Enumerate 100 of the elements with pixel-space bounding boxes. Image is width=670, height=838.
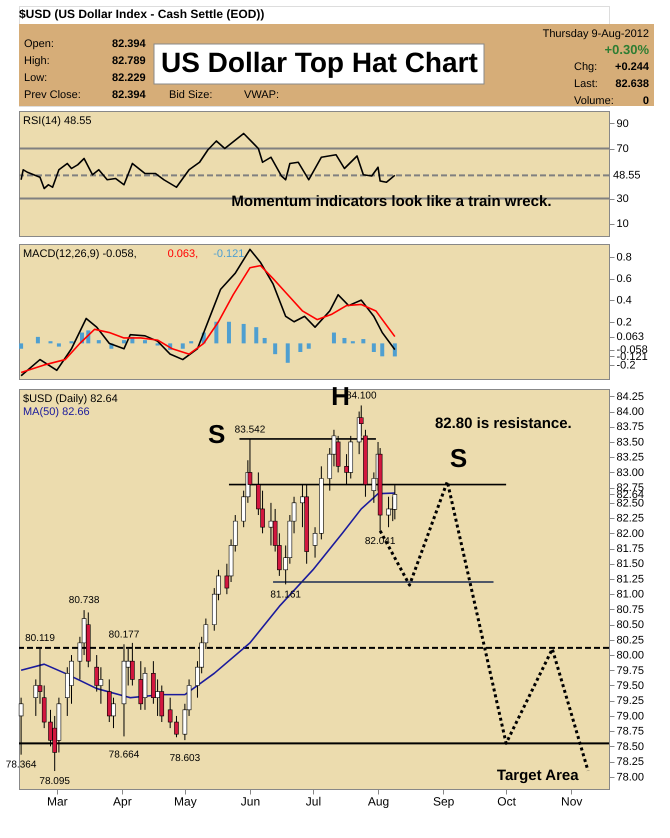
y-tick-label: 78.50 [616, 740, 644, 753]
bar [56, 343, 61, 347]
bar [286, 343, 290, 363]
text: 0.063, [168, 248, 198, 260]
text: 82.638 [615, 78, 649, 90]
y-tick-label: 81.50 [616, 558, 644, 570]
annotation: 78.664 [108, 749, 140, 760]
y-tick-label: 0.2 [616, 316, 632, 328]
text: Last: [574, 78, 598, 90]
y-tick-label: 83.75 [616, 421, 644, 434]
y-tick-label: 80.00 [616, 650, 644, 662]
annotation: Momentum indicators look like a train wreck. [231, 193, 552, 210]
text: Thursday 9-Aug-2012 [542, 28, 649, 40]
y-tick-label: 83.25 [616, 452, 644, 464]
y-tick-label: 82.50 [616, 497, 644, 510]
bar [180, 343, 185, 349]
text: -0.121 [213, 248, 244, 260]
text: 82.394 [112, 89, 147, 101]
annotation: S [208, 419, 226, 449]
annotation: 82.041 [364, 536, 396, 547]
text: 82.229 [112, 72, 146, 84]
y-tick-label: 0.6 [616, 273, 632, 286]
bar [332, 332, 336, 344]
y-tick-label: 84.00 [616, 406, 644, 418]
bar [342, 338, 346, 344]
y-tick-label: -0.2 [616, 359, 636, 372]
bar [372, 343, 376, 352]
y-tick-label: 78.25 [616, 756, 644, 768]
y-tick-label: 90 [616, 118, 629, 130]
text: 0 [642, 95, 649, 107]
text: +0.244 [615, 61, 650, 73]
annotation: 80.177 [108, 629, 140, 640]
annotation: H [331, 381, 350, 411]
bar [361, 339, 366, 344]
bar [298, 343, 302, 352]
text: Chg: [574, 61, 598, 73]
bar [392, 343, 397, 356]
line-series [20, 264, 396, 374]
text: Prev Close: [24, 89, 81, 101]
bar [242, 324, 246, 344]
y-tick-label: 78.75 [616, 726, 644, 738]
bar [254, 327, 258, 344]
x-tick-label: Jul [306, 794, 322, 808]
text: MA(50) 82.66 [23, 406, 90, 418]
text: Open: [24, 38, 54, 50]
y-tick-label: 83.50 [616, 436, 644, 448]
bar [273, 343, 278, 354]
x-tick-label: Oct [497, 794, 517, 808]
x-tick-label: Nov [561, 794, 582, 808]
y-tick-label: 82.00 [616, 528, 644, 540]
candlestick [98, 666, 104, 704]
bar [19, 343, 24, 349]
chart-title: RSI(14) 48.55 [23, 115, 92, 127]
candlestick [386, 496, 391, 528]
text: US Dollar Top Hat Chart [161, 47, 478, 78]
y-tick-label: 82.25 [616, 512, 644, 525]
bar [380, 343, 384, 356]
annotation: 78.364 [6, 760, 37, 771]
line-series [20, 248, 396, 377]
text: Volume: [574, 95, 614, 107]
x-tick-label: May [174, 794, 197, 808]
x-tick-label: Jun [240, 794, 260, 808]
text: VWAP: [244, 89, 280, 101]
chart-title: $USD (Daily) 82.64 [23, 393, 118, 405]
x-tick-label: Sep [432, 794, 455, 808]
bar [262, 338, 267, 344]
bar [142, 340, 147, 344]
bar [226, 322, 231, 344]
text: +0.30% [604, 42, 650, 57]
annotation: 80.119 [25, 632, 56, 644]
y-tick-label: 0.4 [616, 294, 632, 307]
annotation: Target Area [496, 767, 580, 784]
y-tick-label: 0.063 [616, 331, 644, 344]
y-tick-label: 79.75 [616, 664, 644, 677]
y-tick-label: 83.00 [616, 466, 644, 479]
text: 82.789 [112, 55, 146, 67]
text: Low: [24, 72, 48, 84]
bar [96, 340, 101, 344]
y-tick-label: 80.50 [616, 619, 644, 632]
text: 82.394 [112, 38, 147, 50]
text: Bid Size: [169, 89, 212, 101]
y-tick-label: 70 [616, 143, 629, 155]
annotation: 82.80 is resistance. [434, 415, 572, 432]
line-series [20, 492, 396, 698]
candlestick [268, 502, 274, 546]
x-tick-label: Mar [46, 794, 68, 808]
bar [122, 340, 126, 344]
y-tick-label: 79.50 [616, 680, 644, 692]
y-tick-label: 78.00 [616, 771, 644, 784]
y-tick-label: 0.8 [616, 251, 632, 264]
text: MACD(12,26,9) -0.058, [23, 248, 137, 260]
bar [306, 343, 311, 349]
bar [36, 336, 40, 344]
x-tick-label: Aug [368, 794, 390, 808]
ref-line-label: 48.55 [613, 169, 641, 182]
y-tick-label: 81.75 [616, 543, 644, 556]
line-series [20, 132, 396, 190]
text: High: [24, 55, 50, 67]
text: $USD (US Dollar Index - Cash Settle (EOD)) [19, 7, 264, 21]
y-tick-label: 80.75 [616, 604, 644, 616]
